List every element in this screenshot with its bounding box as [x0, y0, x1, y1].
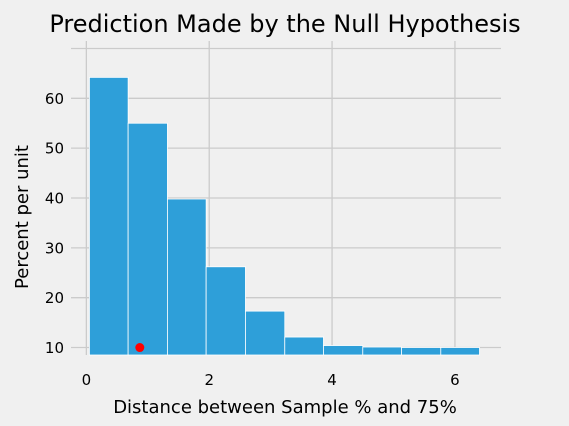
x-tick-label: 2: [204, 371, 214, 389]
histogram-bar: [401, 347, 442, 356]
ticks-layer: 0 2 4 6 10 20 30 40 50 60: [45, 90, 460, 389]
histogram-bar: [323, 345, 364, 356]
histogram-bar: [362, 346, 402, 356]
chart-title: Prediction Made by the Null Hypothesis: [49, 10, 520, 38]
x-axis-label: Distance between Sample % and 75%: [113, 397, 457, 418]
y-tick-label: 40: [45, 190, 64, 208]
histogram-bar: [245, 310, 286, 356]
histogram-bar: [89, 76, 129, 356]
marker-layer: [135, 343, 145, 353]
y-tick-label: 30: [45, 239, 64, 257]
x-tick-label: 6: [450, 371, 460, 389]
x-tick-label: 0: [82, 371, 92, 389]
y-tick-label: 20: [45, 289, 64, 307]
y-tick-label: 60: [45, 90, 64, 108]
histogram-bar: [127, 122, 168, 356]
bars-layer: [89, 76, 480, 356]
histogram-bar: [205, 266, 246, 356]
y-axis-label: Percent per unit: [12, 145, 33, 289]
histogram-bar: [440, 347, 480, 356]
y-tick-label: 10: [45, 339, 64, 357]
y-tick-label: 50: [45, 140, 64, 158]
x-tick-label: 4: [327, 371, 337, 389]
histogram-bar: [284, 336, 324, 356]
histogram-bar: [167, 198, 207, 356]
observed-marker: [135, 343, 145, 353]
